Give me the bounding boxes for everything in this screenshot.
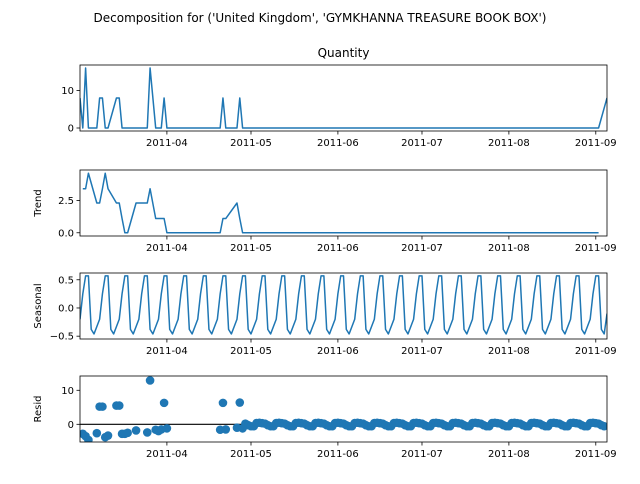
trend-axes-frame <box>79 169 608 237</box>
panels: Quantity 0 10 2011-04 2011-05 2011-06 2011-07 2… <box>33 46 617 460</box>
seasonal-axes-frame <box>79 272 608 340</box>
resid-axes-frame <box>79 375 608 443</box>
resid-panel: Resid 0 10 2011-04 2011-05 2011-06 2011-07 2011… <box>33 375 617 460</box>
resid-point <box>114 401 124 410</box>
figure-suptitle: Decomposition for ('United Kingdom', 'GY… <box>94 11 547 25</box>
seasonal-data <box>80 275 607 335</box>
trend-ylabel: Trend <box>33 189 44 217</box>
seasonal-xtick-label: 2011-05 <box>230 346 272 357</box>
seasonal-xtick-label: 2011-07 <box>401 346 443 357</box>
resid-data <box>80 376 607 442</box>
trend-series-line <box>82 172 599 234</box>
quantity-xtick-label: 2011-04 <box>146 138 188 149</box>
quantity-xtick-label: 2011-05 <box>230 138 272 149</box>
quantity-xtick-label: 2011-09 <box>575 138 617 149</box>
trend-ytick-label: 0.0 <box>58 228 74 239</box>
seasonal-xtick-label: 2011-06 <box>317 346 359 357</box>
resid-xtick-label: 2011-09 <box>575 449 617 460</box>
resid-point <box>235 398 245 407</box>
quantity-xtick-label: 2011-07 <box>401 138 443 149</box>
resid-point <box>103 431 113 440</box>
seasonal-xtick-label: 2011-04 <box>146 346 188 357</box>
seasonal-panel: Seasonal 0.5 0.0 −0.5 2011-04 2011-05 2011-06 2… <box>33 272 617 357</box>
resid-ylabel: Resid <box>33 396 44 423</box>
seasonal-ytick-label: 0.5 <box>58 275 74 286</box>
quantity-title: Quantity <box>318 46 370 60</box>
resid-ytick-label: 0 <box>68 420 74 431</box>
trend-panel: Trend 0.0 2.5 2011-04 2011-05 2011-06 2011-07 2… <box>33 169 617 254</box>
resid-xtick-label: 2011-05 <box>230 449 272 460</box>
seasonal-xtick-label: 2011-09 <box>575 346 617 357</box>
resid-point <box>142 428 152 437</box>
resid-point <box>92 428 102 438</box>
quantity-ytick-label: 0 <box>68 124 74 135</box>
seasonal-ytick-label: 0.0 <box>58 303 74 314</box>
seasonal-series-line <box>80 275 607 335</box>
resid-point <box>599 421 607 431</box>
quantity-data <box>80 67 607 129</box>
resid-xtick-label: 2011-08 <box>488 449 530 460</box>
trend-data <box>82 172 599 234</box>
quantity-panel: Quantity 0 10 2011-04 2011-05 2011-06 2011-07 2… <box>61 46 616 149</box>
resid-point <box>123 428 132 438</box>
quantity-axes-frame <box>79 64 608 132</box>
trend-xtick-label: 2011-07 <box>401 243 443 254</box>
trend-xtick-label: 2011-04 <box>146 243 188 254</box>
quantity-xtick-label: 2011-06 <box>317 138 359 149</box>
seasonal-xtick-label: 2011-08 <box>488 346 530 357</box>
trend-xtick-label: 2011-05 <box>230 243 272 254</box>
seasonal-ytick-label: −0.5 <box>50 332 74 343</box>
trend-ytick-label: 2.5 <box>58 196 74 207</box>
resid-point <box>145 376 155 385</box>
quantity-ytick-label: 10 <box>61 86 74 97</box>
resid-xtick-label: 2011-06 <box>317 449 359 460</box>
resid-point <box>98 402 107 411</box>
resid-ytick-label: 10 <box>61 386 74 397</box>
resid-point <box>162 424 172 433</box>
resid-point <box>131 426 141 435</box>
resid-point <box>221 425 231 434</box>
resid-xtick-label: 2011-07 <box>401 449 443 460</box>
resid-point <box>218 398 228 408</box>
resid-point <box>159 398 169 408</box>
resid-xtick-label: 2011-04 <box>146 449 188 460</box>
resid-point <box>84 435 93 442</box>
trend-xtick-label: 2011-09 <box>575 243 617 254</box>
trend-xtick-label: 2011-08 <box>488 243 530 254</box>
quantity-xtick-label: 2011-08 <box>488 138 530 149</box>
quantity-series-line <box>80 67 607 129</box>
trend-xtick-label: 2011-06 <box>317 243 359 254</box>
seasonal-ylabel: Seasonal <box>33 283 44 328</box>
